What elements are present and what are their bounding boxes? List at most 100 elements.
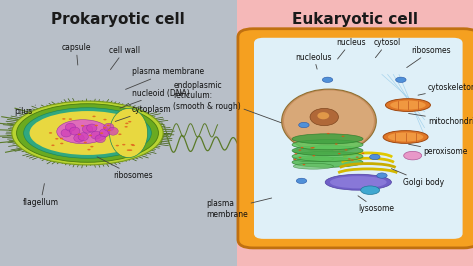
Ellipse shape xyxy=(298,149,301,151)
Ellipse shape xyxy=(284,90,374,152)
Ellipse shape xyxy=(335,143,338,145)
Ellipse shape xyxy=(403,151,422,160)
Ellipse shape xyxy=(61,129,71,137)
Ellipse shape xyxy=(90,146,94,147)
Ellipse shape xyxy=(383,131,428,143)
Text: nucleolus: nucleolus xyxy=(296,53,332,69)
Ellipse shape xyxy=(29,111,146,155)
Ellipse shape xyxy=(338,153,341,154)
Ellipse shape xyxy=(129,149,132,151)
Ellipse shape xyxy=(301,147,304,148)
Ellipse shape xyxy=(127,149,130,151)
Ellipse shape xyxy=(60,143,63,144)
Ellipse shape xyxy=(293,163,333,169)
FancyBboxPatch shape xyxy=(254,38,463,239)
Ellipse shape xyxy=(62,118,66,120)
Text: nucleus: nucleus xyxy=(336,38,366,59)
Ellipse shape xyxy=(298,157,301,158)
Ellipse shape xyxy=(385,99,430,111)
Ellipse shape xyxy=(323,77,333,82)
FancyBboxPatch shape xyxy=(238,29,473,248)
Ellipse shape xyxy=(377,173,387,178)
Text: mitochondrion: mitochondrion xyxy=(409,114,473,126)
Ellipse shape xyxy=(132,144,135,146)
Ellipse shape xyxy=(310,147,313,149)
Ellipse shape xyxy=(312,147,315,148)
Text: pilus: pilus xyxy=(14,105,35,116)
Text: capsule: capsule xyxy=(61,43,91,65)
Ellipse shape xyxy=(60,138,63,139)
Ellipse shape xyxy=(17,104,158,162)
Ellipse shape xyxy=(65,123,76,131)
Ellipse shape xyxy=(361,153,364,154)
Ellipse shape xyxy=(95,135,105,143)
Ellipse shape xyxy=(107,130,111,131)
Ellipse shape xyxy=(109,109,148,157)
Ellipse shape xyxy=(125,123,129,124)
Text: cell wall: cell wall xyxy=(109,46,140,70)
Ellipse shape xyxy=(118,134,122,135)
Ellipse shape xyxy=(92,116,96,117)
Text: plasma membrane: plasma membrane xyxy=(125,67,204,89)
Ellipse shape xyxy=(87,124,97,132)
Ellipse shape xyxy=(327,133,330,134)
Ellipse shape xyxy=(74,134,84,142)
Ellipse shape xyxy=(91,131,101,139)
Ellipse shape xyxy=(24,108,151,158)
Text: cytoskeleton: cytoskeleton xyxy=(418,83,473,95)
Ellipse shape xyxy=(116,145,119,146)
Text: lysosome: lysosome xyxy=(358,196,394,213)
Ellipse shape xyxy=(395,77,406,82)
Ellipse shape xyxy=(388,132,423,142)
Ellipse shape xyxy=(57,120,109,144)
Text: Prokaryotic cell: Prokaryotic cell xyxy=(52,12,185,27)
Ellipse shape xyxy=(69,118,72,120)
Ellipse shape xyxy=(356,156,359,158)
Ellipse shape xyxy=(100,132,103,134)
Ellipse shape xyxy=(292,151,363,161)
Text: plasma
membrane: plasma membrane xyxy=(207,198,272,218)
Ellipse shape xyxy=(104,123,114,131)
Ellipse shape xyxy=(78,133,88,141)
Bar xyxy=(0,0,236,266)
Ellipse shape xyxy=(103,119,106,120)
Ellipse shape xyxy=(55,138,59,140)
Text: ribosomes: ribosomes xyxy=(97,157,153,180)
Text: Golgi body: Golgi body xyxy=(391,169,444,187)
Ellipse shape xyxy=(310,109,338,126)
Ellipse shape xyxy=(390,101,426,110)
Ellipse shape xyxy=(99,129,110,137)
Ellipse shape xyxy=(312,155,315,156)
Ellipse shape xyxy=(84,142,87,143)
Ellipse shape xyxy=(292,134,363,144)
Ellipse shape xyxy=(122,144,125,146)
Ellipse shape xyxy=(95,125,98,126)
Ellipse shape xyxy=(361,186,379,194)
Text: ribosomes: ribosomes xyxy=(407,46,451,68)
Ellipse shape xyxy=(330,176,387,188)
Ellipse shape xyxy=(78,134,81,135)
Ellipse shape xyxy=(295,153,298,155)
Ellipse shape xyxy=(89,135,92,136)
Ellipse shape xyxy=(345,149,348,151)
Ellipse shape xyxy=(103,127,106,129)
Ellipse shape xyxy=(342,136,344,137)
Ellipse shape xyxy=(282,89,377,153)
Ellipse shape xyxy=(81,125,84,127)
Ellipse shape xyxy=(293,156,333,162)
Ellipse shape xyxy=(348,158,351,160)
Ellipse shape xyxy=(299,122,309,128)
Ellipse shape xyxy=(124,126,128,128)
Bar xyxy=(236,0,473,266)
Ellipse shape xyxy=(293,159,296,160)
Ellipse shape xyxy=(131,144,134,146)
Ellipse shape xyxy=(51,144,54,146)
Text: peroxisome: peroxisome xyxy=(409,144,468,156)
Ellipse shape xyxy=(292,140,363,150)
Ellipse shape xyxy=(128,121,131,122)
Ellipse shape xyxy=(82,125,93,133)
Text: nucleoid (DNA): nucleoid (DNA) xyxy=(120,89,190,108)
Ellipse shape xyxy=(293,148,333,154)
Ellipse shape xyxy=(351,159,354,161)
Text: flagellum: flagellum xyxy=(23,184,59,207)
